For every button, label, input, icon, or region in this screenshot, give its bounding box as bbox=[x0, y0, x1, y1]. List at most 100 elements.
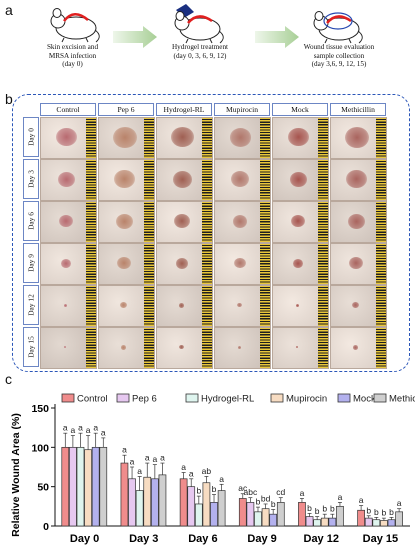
wound-spot bbox=[171, 127, 194, 147]
wound-photo bbox=[272, 327, 329, 369]
chart-legend: Control Pep 6 Hydrogel-RL Mupirocin Mock Meth… bbox=[61, 393, 415, 405]
ruler-scale bbox=[260, 160, 270, 200]
wound-photo bbox=[272, 201, 329, 243]
wound-photo bbox=[98, 285, 155, 327]
significance-letter: cd bbox=[276, 487, 285, 497]
wound-photo bbox=[330, 159, 387, 201]
bar bbox=[364, 517, 373, 527]
ruler-scale bbox=[202, 202, 212, 242]
bar bbox=[91, 446, 100, 527]
wound-photo bbox=[156, 201, 213, 243]
bar bbox=[76, 446, 85, 527]
bar bbox=[305, 516, 314, 527]
column-header: Mock bbox=[272, 103, 328, 116]
bar bbox=[372, 519, 381, 527]
ruler-scale bbox=[260, 202, 270, 242]
wound-spot bbox=[288, 128, 309, 146]
bar bbox=[194, 503, 203, 527]
wound-spot bbox=[57, 171, 75, 187]
mouse-hydrogel-icon bbox=[174, 4, 224, 44]
x-tick-label: Day 9 bbox=[247, 533, 276, 545]
significance-letter: a bbox=[63, 423, 68, 433]
wound-spot bbox=[289, 171, 307, 187]
significance-letter: b bbox=[330, 504, 335, 514]
x-tick-label: Day 3 bbox=[129, 533, 158, 545]
wound-spot bbox=[237, 303, 242, 307]
bar bbox=[395, 511, 403, 527]
significance-letter: b bbox=[322, 504, 327, 514]
y-tick-label: 150 bbox=[31, 403, 49, 415]
ruler-scale bbox=[86, 328, 96, 368]
bar bbox=[135, 490, 144, 527]
bar bbox=[179, 478, 188, 527]
significance-letter: a bbox=[359, 495, 364, 505]
wound-spot bbox=[120, 302, 127, 308]
ruler-scale bbox=[318, 286, 328, 326]
ruler-scale bbox=[144, 244, 154, 284]
wound-photo bbox=[330, 285, 387, 327]
column-header: Pep 6 bbox=[98, 103, 154, 116]
wound-photo bbox=[98, 117, 155, 159]
wound-photo bbox=[330, 201, 387, 243]
wound-spot bbox=[352, 302, 359, 308]
x-tick-label: Day 12 bbox=[304, 533, 339, 545]
x-tick-label: Day 15 bbox=[363, 533, 398, 545]
bar bbox=[151, 478, 159, 527]
wound-photo bbox=[40, 285, 97, 327]
wound-spot bbox=[178, 302, 185, 308]
significance-letter: a bbox=[137, 466, 142, 476]
legend-swatch bbox=[337, 393, 351, 403]
ruler-scale bbox=[86, 118, 96, 158]
row-label: Day 0 bbox=[23, 117, 39, 157]
y-tick-label: 100 bbox=[31, 442, 49, 454]
wound-photo bbox=[40, 201, 97, 243]
bar bbox=[269, 513, 278, 527]
x-tick-label: Day 0 bbox=[70, 533, 99, 545]
wound-spot bbox=[179, 345, 184, 349]
wound-photo bbox=[40, 243, 97, 285]
significance-letter: a bbox=[86, 425, 91, 435]
bar bbox=[387, 519, 396, 527]
significance-letter: a bbox=[300, 488, 305, 498]
ruler-scale bbox=[144, 202, 154, 242]
wound-photo bbox=[214, 243, 271, 285]
ruler-scale bbox=[318, 328, 328, 368]
wound-spot bbox=[117, 257, 131, 269]
wound-photo bbox=[330, 327, 387, 369]
column-header: Hydrogel-RL bbox=[156, 103, 212, 116]
wound-spot bbox=[172, 170, 193, 188]
legend-label: Mock bbox=[353, 394, 376, 405]
significance-letter: b bbox=[366, 505, 371, 515]
legend-label: Hydrogel-RL bbox=[201, 394, 254, 405]
wound-photo bbox=[156, 243, 213, 285]
ruler-scale bbox=[86, 244, 96, 284]
ruler-scale bbox=[202, 328, 212, 368]
wound-photo bbox=[214, 285, 271, 327]
legend-swatch bbox=[116, 393, 130, 403]
legend-swatch bbox=[373, 393, 387, 403]
bar bbox=[202, 482, 211, 527]
wound-photo bbox=[98, 159, 155, 201]
wound-spot bbox=[352, 344, 359, 350]
wound-spot bbox=[229, 127, 252, 147]
significance-letter: a bbox=[397, 498, 402, 508]
column-header: Mupirocin bbox=[214, 103, 270, 116]
significance-letter: a bbox=[71, 425, 76, 435]
wound-spot bbox=[115, 213, 133, 229]
ruler-scale bbox=[376, 244, 386, 284]
bar bbox=[99, 446, 108, 527]
wound-photo bbox=[272, 243, 329, 285]
significance-letter: b bbox=[389, 507, 394, 517]
wound-photo bbox=[40, 327, 97, 369]
ruler-scale bbox=[202, 160, 212, 200]
significance-letter: b bbox=[256, 497, 261, 507]
bar bbox=[238, 498, 247, 527]
wound-spot bbox=[56, 128, 77, 146]
significance-letter: a bbox=[78, 423, 83, 433]
ruler-scale bbox=[318, 202, 328, 242]
wound-spot bbox=[346, 170, 367, 188]
bar bbox=[254, 511, 262, 527]
significance-letter: a bbox=[101, 427, 106, 437]
wound-spot bbox=[237, 345, 241, 349]
